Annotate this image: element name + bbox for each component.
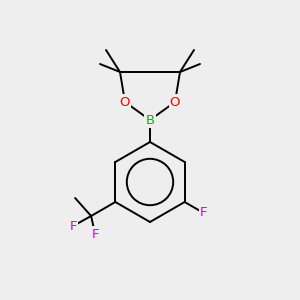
Text: B: B [146,113,154,127]
Text: F: F [92,227,99,241]
Text: F: F [200,206,207,220]
Text: O: O [120,95,130,109]
Text: F: F [69,220,77,232]
Text: O: O [170,95,180,109]
